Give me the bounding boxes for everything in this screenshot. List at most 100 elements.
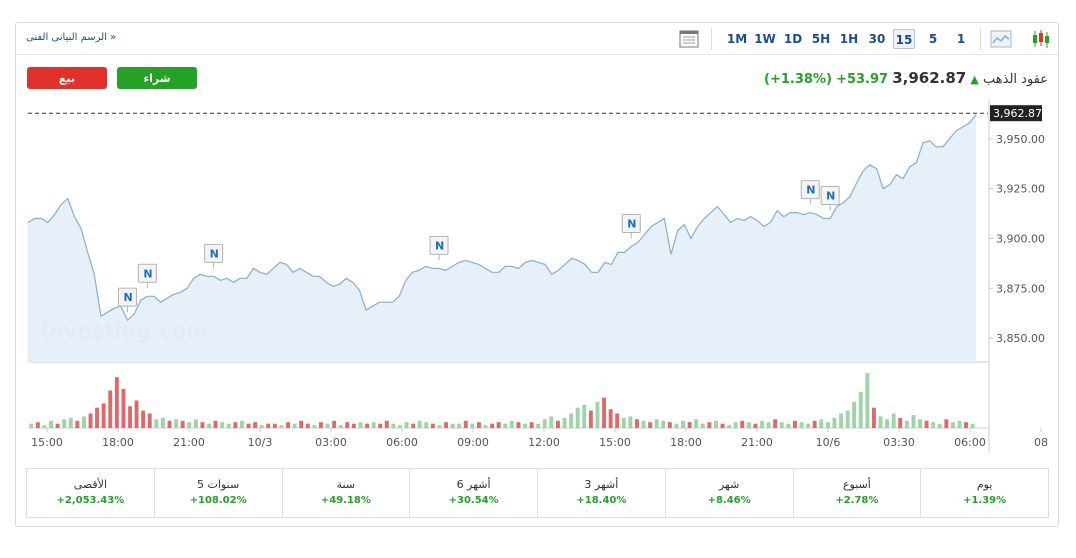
sell-button[interactable]: بيع — [27, 67, 107, 89]
perf-label: سنة — [336, 478, 356, 491]
volume-bar — [793, 420, 797, 428]
volume-bar — [806, 423, 811, 428]
price-chart[interactable]: Investing.com3,950.003,925.003,900.003,8… — [16, 23, 1058, 463]
timeframe-1w[interactable]: 1W — [754, 32, 776, 46]
timeframe-1m[interactable]: 1M — [726, 32, 748, 46]
news-marker-icon[interactable]: N — [820, 186, 840, 211]
news-marker-label: N — [210, 247, 219, 260]
volume-bar — [687, 422, 692, 428]
news-marker-icon[interactable]: N — [800, 180, 820, 205]
news-marker-icon[interactable]: N — [621, 213, 641, 239]
perf-year[interactable]: سنة +49.18% — [281, 469, 410, 517]
volume-bar — [700, 423, 705, 428]
x-tick-label: 08 — [1034, 436, 1048, 449]
volume-bar — [253, 422, 258, 428]
timeframe-1[interactable]: 1 — [956, 32, 966, 46]
news-marker-icon[interactable]: N — [117, 287, 137, 313]
volume-bar — [240, 420, 244, 428]
volume-bar — [147, 413, 152, 428]
volume-bar — [957, 420, 962, 428]
volume-bar — [799, 422, 804, 428]
perf-max[interactable]: الأقصى +2,053.43% — [27, 469, 154, 517]
volume-bar — [121, 388, 126, 428]
volume-bar — [753, 423, 758, 428]
technical-chart-link[interactable]: الرسم البيانى الفنى » — [26, 32, 117, 43]
volume-bar — [437, 425, 442, 428]
price-area — [28, 114, 976, 363]
area-chart-icon[interactable] — [990, 28, 1012, 50]
news-marker-icon[interactable]: N — [429, 235, 449, 261]
volume-bar — [740, 420, 745, 428]
news-marker-icon[interactable]: N — [204, 243, 224, 269]
perf-week[interactable]: أسبوع +2.78% — [792, 469, 921, 517]
perf-5-years[interactable]: 5 سنوات +108.02% — [153, 469, 282, 517]
volume-bar — [667, 422, 672, 428]
volume-bar — [82, 416, 86, 428]
current-price-badge — [990, 105, 1042, 122]
volume-bar — [332, 420, 337, 428]
volume-bar — [654, 419, 659, 428]
volume-bar — [266, 423, 271, 428]
volume-bar — [891, 413, 896, 428]
news-marker-label: N — [627, 217, 636, 230]
volume-bar — [970, 423, 975, 428]
volume-bar — [779, 422, 784, 428]
volume-bar — [299, 420, 304, 428]
x-tick-label: 15:00 — [599, 436, 631, 449]
volume-bar — [562, 417, 567, 428]
timeframe-5[interactable]: 5 — [928, 32, 938, 46]
volume-bar — [351, 423, 356, 428]
volume-bar — [832, 417, 837, 428]
timeframe-5h[interactable]: 5H — [811, 32, 831, 46]
volume-bar — [760, 420, 764, 428]
volume-bar — [338, 425, 343, 428]
perf-month[interactable]: شهر +8.46% — [664, 469, 793, 517]
timeframe-1h[interactable]: 1H — [839, 32, 859, 46]
candlestick-icon[interactable] — [1030, 28, 1052, 50]
perf-6-months[interactable]: 6 أشهر +30.54% — [409, 469, 537, 517]
volume-bar — [200, 422, 205, 428]
perf-label: 5 سنوات — [197, 478, 240, 491]
timeframe-30[interactable]: 30 — [868, 32, 886, 46]
current-price-label: 3,962.87 — [993, 107, 1042, 120]
timeframe-1d[interactable]: 1D — [783, 32, 803, 46]
perf-label: الأقصى — [73, 478, 108, 491]
perf-label: 3 أشهر — [584, 478, 619, 491]
volume-bar — [483, 425, 488, 428]
volume-bar — [371, 422, 376, 428]
news-marker-box — [204, 243, 224, 263]
volume-bar — [536, 423, 541, 428]
perf-3-months[interactable]: 3 أشهر +18.40% — [537, 469, 665, 517]
table-icon[interactable] — [678, 28, 700, 50]
volume-bar — [279, 425, 284, 428]
volume-bar — [457, 423, 462, 428]
volume-bar — [246, 423, 251, 428]
volume-bar — [378, 423, 383, 428]
volume-bar — [865, 373, 870, 428]
volume-bar — [773, 419, 778, 428]
volume-bar — [319, 422, 323, 428]
volume-bar — [542, 419, 547, 428]
volume-bar — [872, 407, 876, 428]
perf-label: أسبوع — [842, 478, 871, 491]
timeframe-15[interactable]: 15 — [893, 29, 915, 49]
volume-bar — [714, 420, 718, 428]
buy-button[interactable]: شراء — [117, 67, 197, 89]
volume-bar — [911, 415, 916, 428]
volume-bar — [588, 410, 593, 428]
technical-chart-link-label: الرسم البيانى الفنى — [26, 32, 107, 43]
volume-bar — [141, 410, 146, 428]
volume-bar — [523, 423, 527, 428]
volume-bar — [812, 420, 817, 428]
x-tick-label: 21:00 — [741, 436, 773, 449]
volume-bar — [694, 419, 699, 428]
volume-bar — [404, 422, 409, 428]
volume-bar — [358, 422, 363, 428]
volume-bar — [75, 420, 80, 428]
news-marker-icon[interactable]: N — [137, 263, 157, 289]
performance-bar: يوم +1.39% أسبوع +2.78% شهر +8.46% 3 أشهر +1… — [26, 468, 1049, 518]
perf-day[interactable]: يوم +1.39% — [920, 469, 1048, 517]
volume-bar — [174, 419, 178, 428]
volume-bar — [272, 423, 277, 428]
volume-bar — [727, 425, 732, 428]
